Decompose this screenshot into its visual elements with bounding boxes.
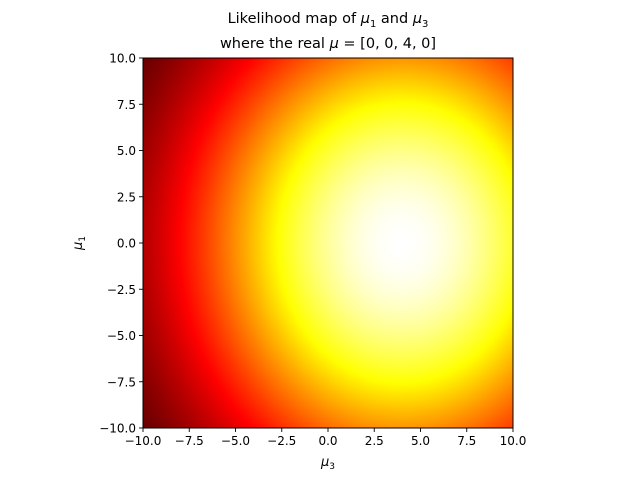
y-axis-ticks: −10.0 −7.5 −5.0 −2.5 0.0 2.5 5.0 7.5 10.0	[99, 52, 143, 436]
y-tick-label: −2.5	[107, 283, 136, 297]
heatmap-image	[143, 58, 513, 428]
y-tick-label: 5.0	[117, 144, 136, 158]
y-tick-label: 2.5	[117, 190, 136, 204]
chart-title-line1: Likelihood map of μ1 and μ3	[228, 11, 429, 30]
x-tick-label: −7.5	[175, 434, 204, 448]
x-tick-label: −2.5	[267, 434, 296, 448]
y-tick-label: 7.5	[117, 98, 136, 112]
chart-title-line2: where the real μ = [0, 0, 4, 0]	[220, 36, 436, 52]
y-tick-label: −10.0	[99, 422, 136, 436]
y-tick-label: 10.0	[109, 52, 136, 66]
y-tick-label: 0.0	[117, 237, 136, 251]
x-tick-label: 10.0	[500, 434, 527, 448]
y-axis-label: μ1	[71, 236, 88, 251]
x-axis-label: μ3	[320, 455, 335, 472]
x-tick-label: 5.0	[411, 434, 430, 448]
x-tick-label: 0.0	[318, 434, 337, 448]
x-tick-label: 7.5	[457, 434, 476, 448]
x-tick-label: −10.0	[125, 434, 162, 448]
x-axis-ticks: −10.0 −7.5 −5.0 −2.5 0.0 2.5 5.0 7.5 10.0	[125, 428, 527, 448]
x-tick-label: −5.0	[221, 434, 250, 448]
y-tick-label: −7.5	[107, 375, 136, 389]
y-tick-label: −5.0	[107, 329, 136, 343]
x-tick-label: 2.5	[365, 434, 384, 448]
